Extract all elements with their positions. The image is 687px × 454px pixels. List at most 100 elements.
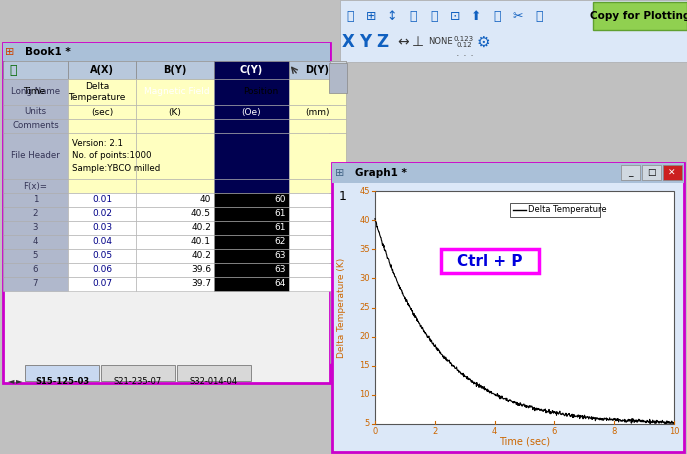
Bar <box>330 61 346 363</box>
Text: 7: 7 <box>33 280 38 288</box>
Bar <box>621 165 640 180</box>
Bar <box>68 249 136 263</box>
Text: Graph1 *: Graph1 * <box>355 168 407 178</box>
Text: 45: 45 <box>359 187 370 196</box>
Text: 40.2: 40.2 <box>191 223 211 232</box>
Text: 20: 20 <box>359 332 370 341</box>
Text: NONE: NONE <box>428 38 452 46</box>
Bar <box>289 79 346 105</box>
Text: 0.04: 0.04 <box>92 237 112 247</box>
Text: 0.01: 0.01 <box>92 196 112 204</box>
Bar <box>68 61 136 79</box>
Text: ✕: ✕ <box>668 168 676 178</box>
Bar <box>68 263 136 277</box>
Text: (mm): (mm) <box>305 108 330 117</box>
Text: 40.2: 40.2 <box>191 252 211 261</box>
Text: Z: Z <box>376 33 388 51</box>
Bar <box>289 133 346 179</box>
Text: · · ·: · · · <box>456 51 474 61</box>
Text: 5: 5 <box>33 252 38 261</box>
Text: D(Y): D(Y) <box>306 65 330 75</box>
Text: Y: Y <box>359 33 371 51</box>
Bar <box>3 43 330 61</box>
Text: ⊞: ⊞ <box>365 10 376 24</box>
Text: 39.6: 39.6 <box>191 266 211 275</box>
Text: Delta Temperature (K): Delta Temperature (K) <box>337 257 346 358</box>
Bar <box>68 277 136 291</box>
Text: 2: 2 <box>33 209 38 218</box>
Bar <box>3 119 68 133</box>
Bar <box>289 61 346 79</box>
Bar <box>68 79 136 105</box>
Text: 0.06: 0.06 <box>92 266 112 275</box>
Bar <box>214 277 289 291</box>
Bar <box>214 207 289 221</box>
Bar <box>3 263 68 277</box>
Bar <box>214 105 289 119</box>
Bar <box>663 165 682 180</box>
Bar <box>441 249 539 273</box>
Text: ◄: ◄ <box>8 376 14 385</box>
Bar <box>3 79 68 105</box>
Bar <box>3 105 68 119</box>
Bar <box>289 105 346 119</box>
Bar <box>510 203 600 217</box>
Bar <box>289 221 346 235</box>
Text: ⊡: ⊡ <box>450 10 460 24</box>
Bar <box>329 63 347 93</box>
Text: 63: 63 <box>275 252 286 261</box>
Text: 62: 62 <box>275 237 286 247</box>
Text: ↕: ↕ <box>387 10 397 24</box>
Bar <box>136 263 214 277</box>
Text: ⊞: ⊞ <box>5 47 14 57</box>
Text: C(Y): C(Y) <box>240 65 263 75</box>
Text: 4: 4 <box>492 427 497 436</box>
Bar <box>289 193 346 207</box>
Bar <box>340 0 687 62</box>
Bar <box>136 179 214 193</box>
Bar <box>214 263 289 277</box>
Text: 40.5: 40.5 <box>191 209 211 218</box>
Text: 30: 30 <box>359 274 370 283</box>
Text: ⬛: ⬛ <box>535 10 543 24</box>
Bar <box>68 235 136 249</box>
Bar <box>3 179 68 193</box>
Text: (K): (K) <box>168 108 181 117</box>
Text: ⊞: ⊞ <box>335 168 345 178</box>
Bar <box>3 43 330 383</box>
Text: Position: Position <box>243 88 278 97</box>
Text: Time (sec): Time (sec) <box>499 437 550 447</box>
Text: Comments: Comments <box>12 122 59 130</box>
Text: 1: 1 <box>339 191 347 203</box>
Text: 40: 40 <box>359 216 370 225</box>
Bar <box>3 221 68 235</box>
Bar <box>289 207 346 221</box>
Text: 35: 35 <box>359 245 370 254</box>
Text: 🔍: 🔍 <box>409 10 417 24</box>
Text: 0.05: 0.05 <box>92 252 112 261</box>
Bar <box>289 249 346 263</box>
Bar <box>136 221 214 235</box>
Bar <box>136 119 214 133</box>
Text: ⬆: ⬆ <box>471 10 482 24</box>
Text: (Oe): (Oe) <box>242 108 261 117</box>
Text: 8: 8 <box>611 427 617 436</box>
Text: S32-014-04: S32-014-04 <box>190 376 238 385</box>
Text: 🖶: 🖶 <box>493 10 501 24</box>
Text: 15: 15 <box>359 361 370 370</box>
Text: Version: 2.1
No. of points:1000
Sample:YBCO milled: Version: 2.1 No. of points:1000 Sample:Y… <box>72 139 160 173</box>
Text: Ctrl + P: Ctrl + P <box>457 254 523 269</box>
Text: (sec): (sec) <box>91 108 113 117</box>
Text: ►: ► <box>16 376 23 385</box>
Text: 2: 2 <box>432 427 438 436</box>
Text: Delta Temperature: Delta Temperature <box>528 206 606 214</box>
Text: 40: 40 <box>200 196 211 204</box>
Text: 10: 10 <box>668 427 679 436</box>
Bar <box>68 133 136 179</box>
Text: Delta
Temperature: Delta Temperature <box>68 82 126 102</box>
Text: □: □ <box>646 168 655 178</box>
Text: 0.12: 0.12 <box>456 42 472 48</box>
Text: 3: 3 <box>33 223 38 232</box>
Bar <box>214 249 289 263</box>
Bar <box>332 163 684 452</box>
